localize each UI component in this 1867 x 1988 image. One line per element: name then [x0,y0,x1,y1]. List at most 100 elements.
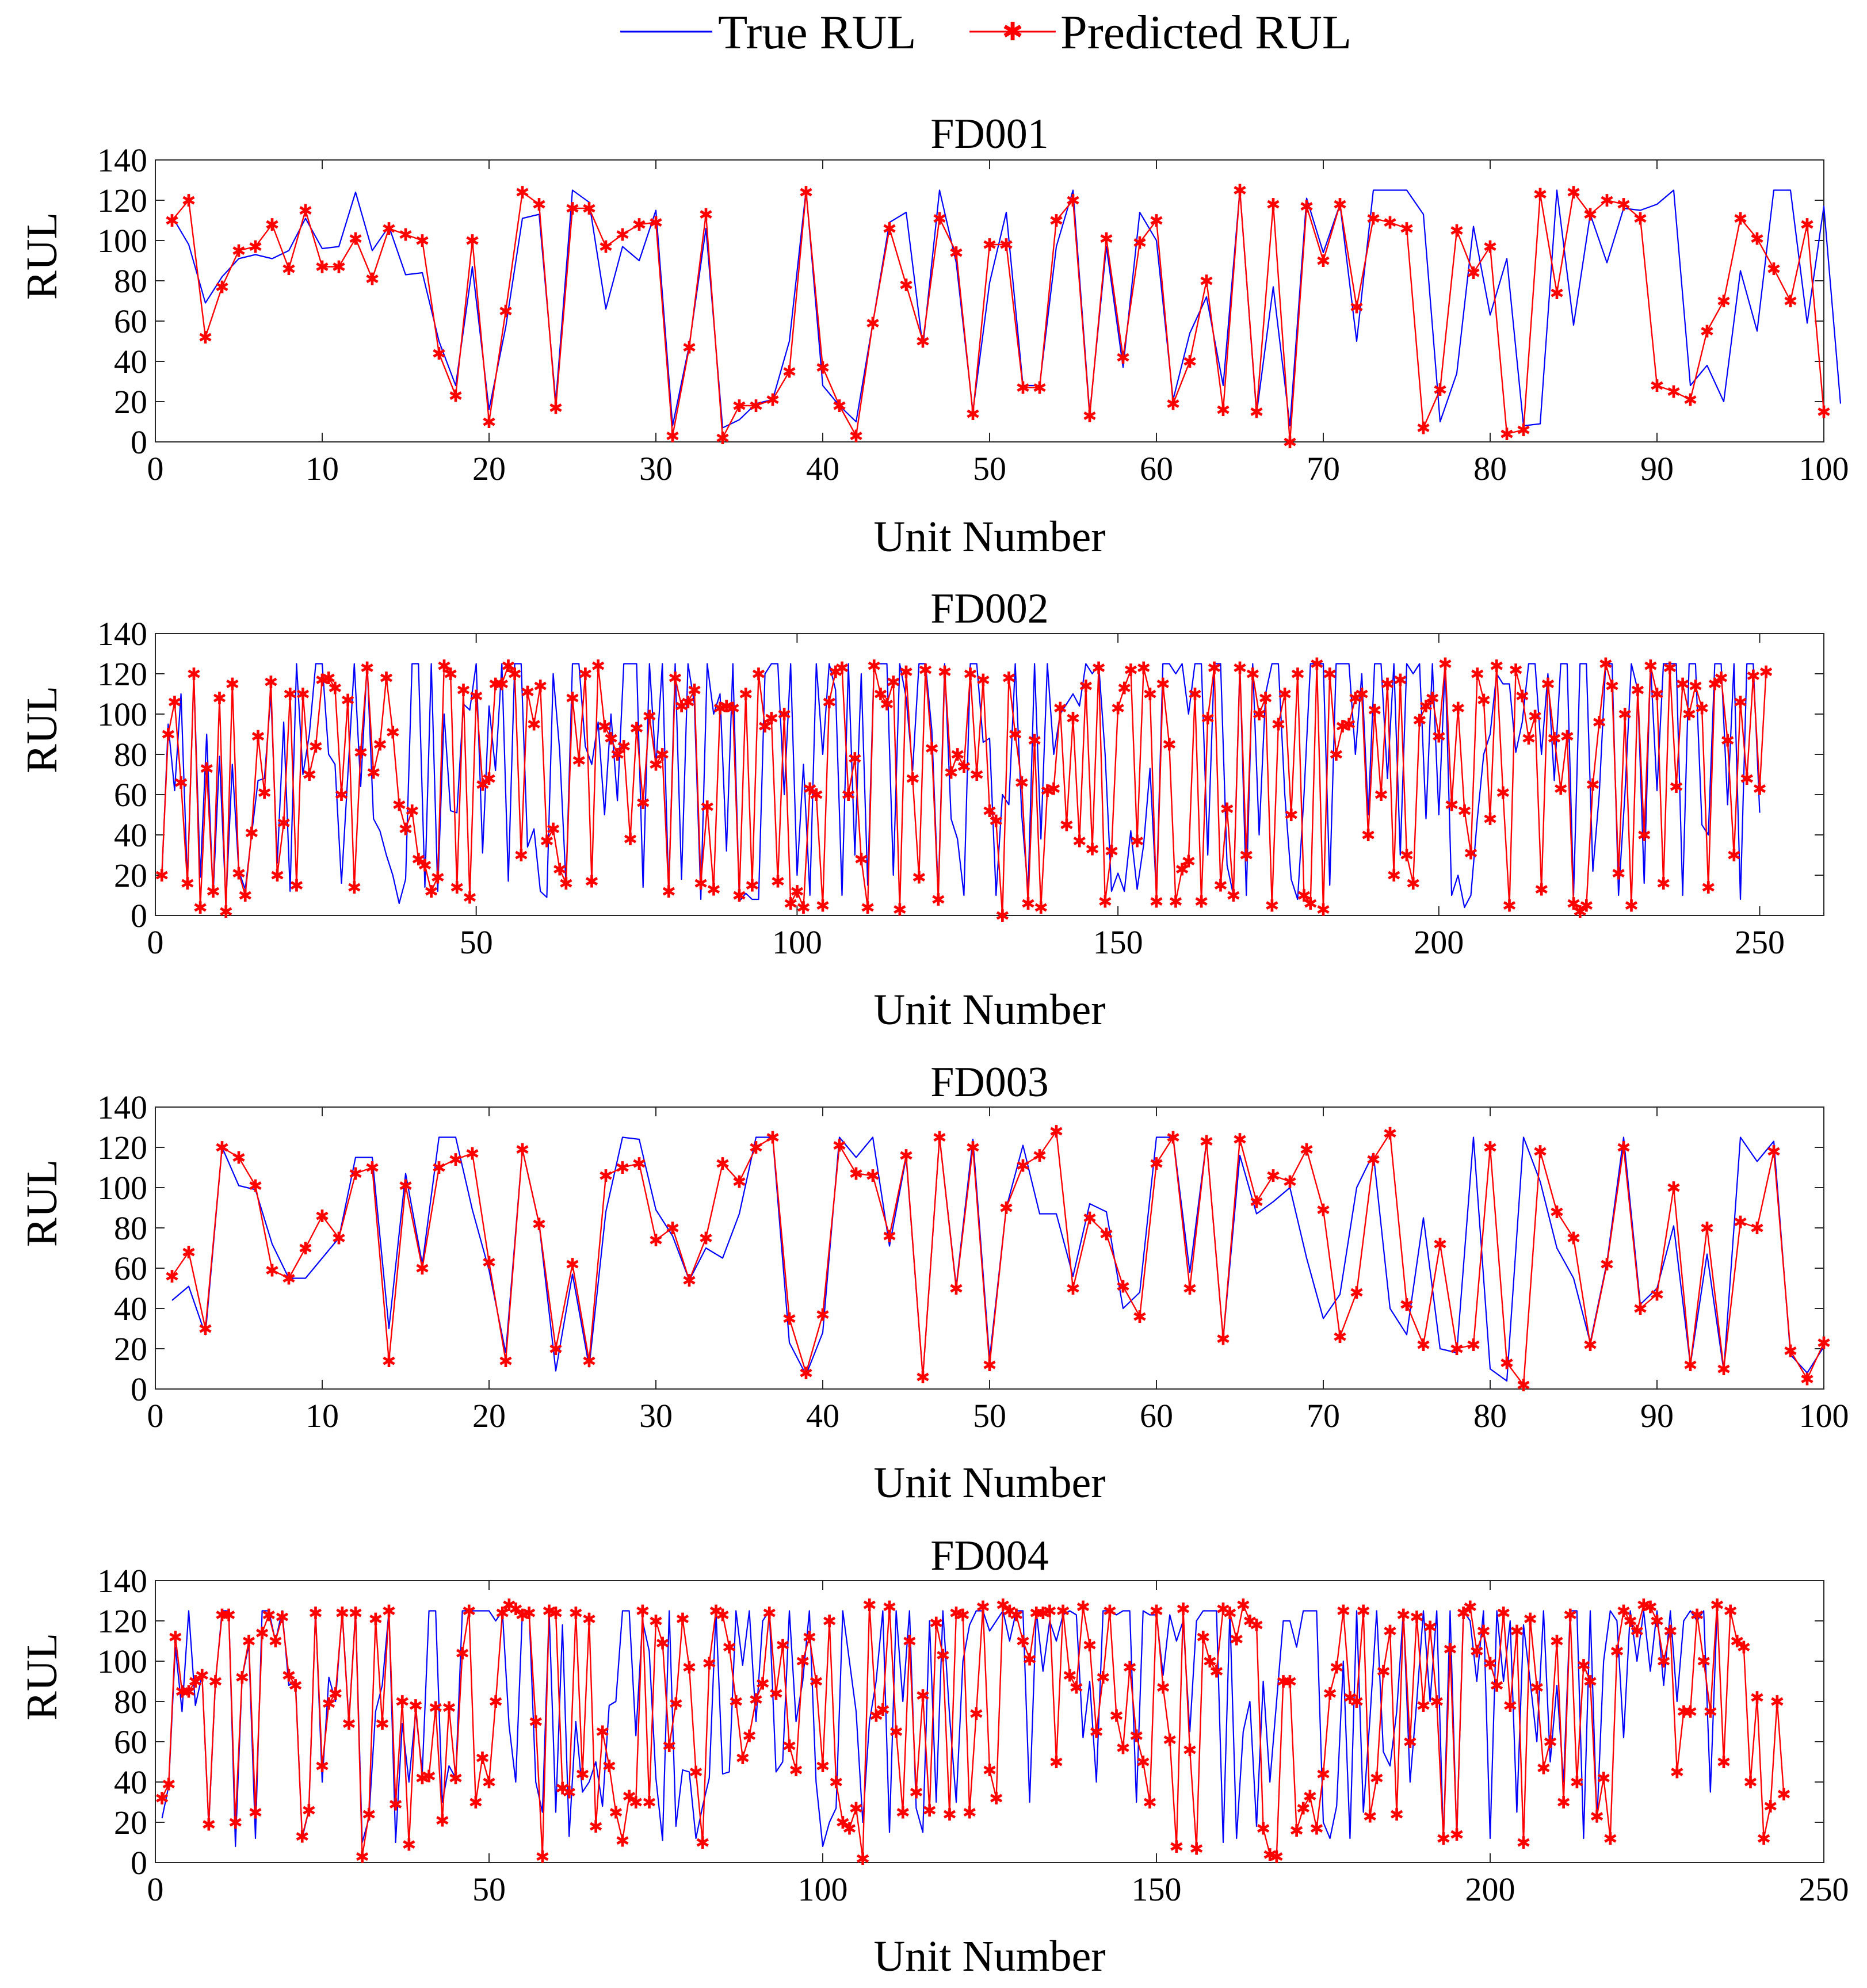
panel-fd004-predicted-point: ✱ [1650,1612,1664,1632]
panel-fd002-predicted-point: ✱ [200,760,214,780]
panel-fd004-predicted-point: ✱ [1082,1636,1097,1656]
panel-fd003-xtick-label: 10 [306,1397,339,1434]
panel-fd004-predicted-point: ✱ [568,1604,583,1624]
panel-fd002-predicted-point: ✱ [1348,689,1362,709]
panel-fd004-predicted-point: ✱ [522,1604,536,1624]
panel-fd001-predicted-point: ✱ [899,276,913,296]
panel-fd003-predicted-point: ✱ [1066,1279,1080,1299]
panel-fd002-predicted-point: ✱ [495,675,509,695]
panel-fd004-predicted-point: ✱ [956,1606,970,1626]
panel-fd002-predicted-point: ✱ [430,868,445,888]
panel-fd004-predicted-point: ✱ [329,1684,343,1704]
panel-fd002-predicted-point: ✱ [1374,785,1388,806]
panel-fd003-predicted-point: ✱ [465,1144,479,1165]
panel-fd001-predicted-point: ✱ [1599,191,1614,211]
panel-fd002-predicted-point: ✱ [674,697,689,717]
panel-fd002-predicted-point: ✱ [1675,675,1690,695]
panel-fd004-predicted-point: ✱ [1336,1602,1350,1622]
panel-fd004-predicted-point: ✱ [1750,1688,1764,1708]
panel-fd002-predicted-point: ✱ [629,719,644,739]
panel-fd001-predicted-point: ✱ [1116,348,1130,368]
panel-fd004-predicted-point: ✱ [802,1628,816,1648]
panel-fd004-predicted-point: ✱ [1623,1612,1637,1632]
panel-fd003-predicted-point: ✱ [1466,1335,1480,1356]
panel-fd004-predicted-point: ✱ [248,1803,262,1823]
panel-fd004-predicted-point: ✱ [1516,1833,1530,1853]
panel-fd004-predicted-point: ✱ [1490,1676,1504,1696]
panel-fd002-ytick-label: 100 [97,696,147,733]
panel-fd003-predicted-point: ✱ [815,1306,830,1326]
panel-fd002-predicted-point: ✱ [231,864,246,884]
panel-fd002-predicted-point: ✱ [1470,665,1484,685]
panel-fd002-predicted-point: ✱ [1053,699,1067,719]
panel-fd001-predicted-point: ✱ [465,231,479,251]
panel-fd003-predicted-point: ✱ [1249,1193,1263,1213]
panel-fd002-predicted-point: ✱ [1438,655,1452,675]
panel-fd002-predicted-point: ✱ [1258,689,1273,709]
panel-fd003-predicted-point: ✱ [1416,1335,1430,1356]
panel-fd001-predicted-point: ✱ [882,219,896,239]
panel-fd002-predicted-point: ✱ [1002,669,1016,689]
panel-fd004-ytick-label: 120 [97,1602,147,1640]
panel-fd002-predicted-point: ✱ [1490,657,1504,677]
panel-fd002-predicted-point: ✱ [1040,781,1055,802]
panel-fd003-predicted-point: ✱ [1750,1219,1764,1239]
panel-fd003-xtick-label: 30 [639,1397,673,1434]
panel-fd004-predicted-point: ✱ [1777,1785,1791,1805]
panel-fd004-predicted-point: ✱ [1296,1799,1311,1819]
panel-fd003-predicted-point: ✱ [665,1219,679,1239]
panel-fd002-predicted-point: ✱ [847,749,862,769]
panel-fd003-predicted-point: ✱ [548,1340,563,1360]
panel-fd004-predicted-point: ✱ [455,1644,469,1664]
panel-fd004-predicted-point: ✱ [295,1827,310,1848]
panel-fd004-predicted-point: ✱ [188,1672,203,1692]
panel-fd004-predicted-point: ✱ [422,1767,436,1787]
panel-fd002-predicted-point: ✱ [450,878,464,898]
panel-fd002-predicted-point: ✱ [225,675,239,695]
panel-fd004-predicted-point: ✱ [1476,1622,1491,1642]
panel-fd004-predicted-point: ✱ [1263,1845,1277,1865]
panel-fd002-predicted-point: ✱ [687,681,701,701]
panel-fd004-ytick-label: 60 [114,1723,147,1761]
panel-fd004-predicted-point: ✱ [595,1723,610,1743]
panel-fd002-predicted-point: ✱ [648,755,663,776]
panel-fd003-ytick-label: 140 [97,1089,147,1126]
panel-fd002-predicted-point: ✱ [604,729,618,749]
panel-fd001-predicted-point: ✱ [1232,181,1247,201]
panel-fd002-predicted-point: ✱ [1476,691,1491,711]
panel-fd004-predicted-point: ✱ [1230,1630,1244,1650]
panel-fd002-predicted-point: ✱ [533,677,548,697]
panel-fd002-predicted-point: ✱ [1309,655,1324,675]
panel-fd002-predicted-point: ✱ [1451,699,1465,719]
panel-fd002-predicted-point: ✱ [475,776,490,796]
panel-fd002-predicted-point: ✱ [1445,796,1459,816]
panel-fd003-predicted-point: ✱ [365,1158,379,1178]
panel-fd002-predicted-point: ✱ [892,900,907,921]
panel-fd004-predicted-point: ✱ [622,1787,636,1807]
panel-fd002-predicted-point: ✱ [1406,874,1421,894]
panel-fd003-xtick-label: 90 [1640,1397,1674,1434]
panel-fd002-ytick-label: 0 [131,897,147,934]
panel-fd003-predicted-point: ✱ [1266,1166,1280,1186]
panel-fd001-predicted-point: ✱ [298,201,312,222]
panel-fd001-predicted-point: ✱ [348,230,362,250]
panel-fd004-predicted-point: ✱ [1543,1733,1557,1753]
panel-fd001-predicted-point: ✱ [1433,380,1447,400]
panel-fd001-predicted-point: ✱ [1266,195,1280,215]
panel-fd003-predicted-point: ✱ [165,1267,179,1287]
panel-fd001-predicted-point: ✱ [1483,238,1497,258]
panel-fd002-predicted-point: ✱ [796,898,811,918]
panel-fd003-predicted-point: ✱ [648,1231,663,1251]
panel-fd004-predicted-point: ✱ [976,1598,990,1618]
panel-fd004-predicted-point: ✱ [1656,1652,1671,1672]
panel-fd002-predicted-point: ✱ [1124,661,1138,681]
panel-fd002-predicted-point: ✱ [1457,802,1472,822]
panel-fd002-predicted-point: ✱ [360,659,375,679]
panel-fd001-predicted-point: ✱ [1683,391,1697,411]
panel-fd004-predicted-point: ✱ [1049,1753,1063,1773]
panel-fd003-predicted-point: ✱ [999,1199,1013,1219]
panel-fd003-predicted-point: ✱ [1766,1142,1781,1162]
panel-fd002-predicted-point: ✱ [617,737,631,757]
panel-fd003-predicted-point: ✱ [432,1158,446,1178]
panel-fd004-predicted-point: ✱ [1123,1658,1137,1678]
